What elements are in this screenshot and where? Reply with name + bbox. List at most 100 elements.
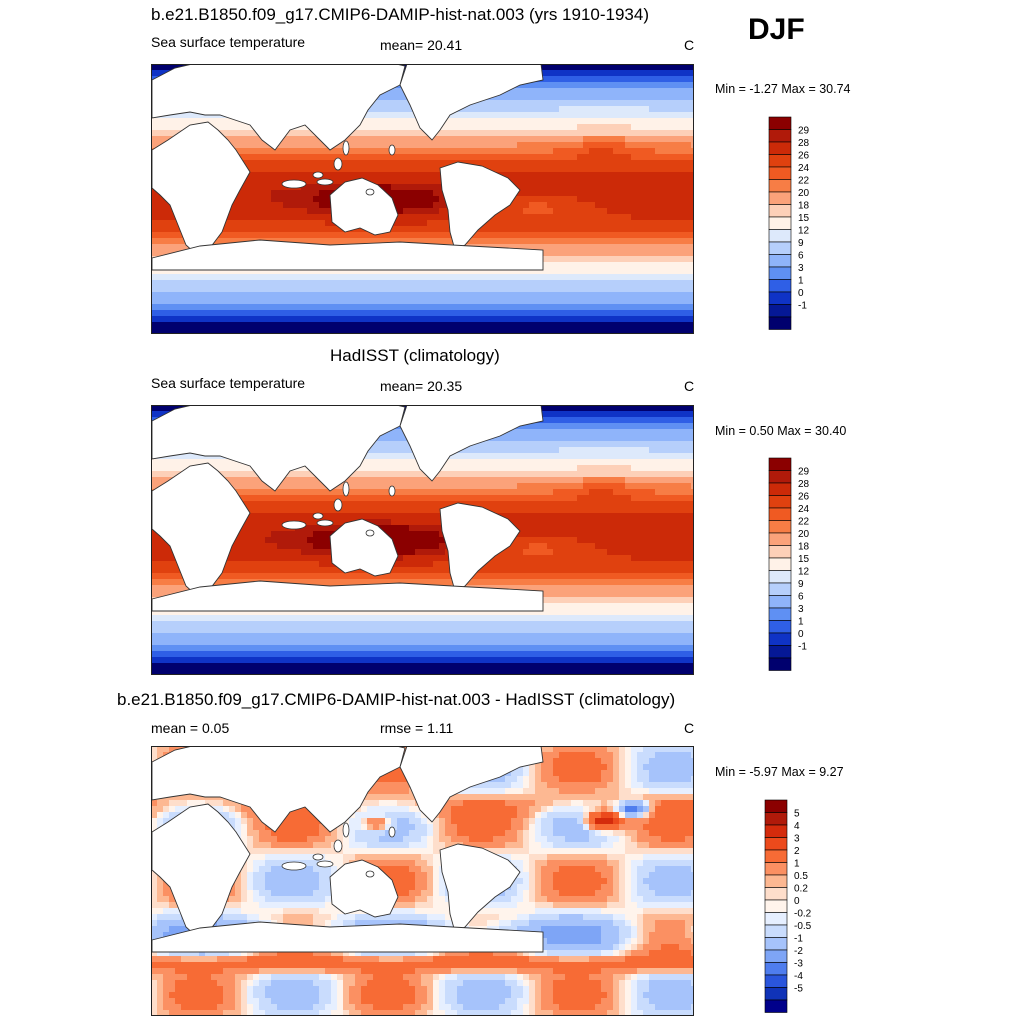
colorbar-tick-label: -5 [794, 984, 803, 995]
colorbar-tick-label: 3 [794, 834, 800, 845]
colorbar-swatch [768, 179, 792, 193]
panel-1-colorbar: 29 28 26 24 22 20 18 15 12 9 6 3 1 0 -1 [768, 116, 848, 331]
colorbar-swatch [768, 582, 792, 596]
island-1 [316, 178, 334, 186]
season-label: DJF [748, 13, 805, 46]
island-1 [316, 860, 334, 868]
colorbar-tick-label: 4 [794, 821, 800, 832]
island-3 [333, 498, 343, 512]
panel-3-rmse-label: rmse = 1.11 [380, 720, 454, 736]
colorbar-swatch [768, 254, 792, 268]
colorbar-tick-label: -1 [798, 301, 807, 312]
colorbar-swatch [768, 545, 792, 559]
colorbar-swatch [764, 849, 788, 863]
colorbar-swatch [768, 129, 792, 143]
island-0 [281, 861, 307, 871]
panel-3-min-max: Min = -5.97 Max = 9.27 [715, 765, 844, 779]
colorbar-swatch [768, 495, 792, 509]
panel-1-unit-label: C [684, 37, 695, 53]
colorbar-svg: 54 32 10.5 0.20 -0.2-0.5 -1-2 -3-4 -5 [764, 799, 812, 1013]
colorbar-tick-label: 20 [798, 188, 810, 199]
panel-1-variable-label: Sea surface temperature [151, 34, 306, 50]
colorbar-swatch [764, 824, 788, 838]
colorbar-tick-label: 5 [794, 809, 800, 820]
colorbar-tick-label: -0.5 [794, 921, 812, 932]
colorbar-tick-label: 15 [798, 213, 810, 224]
continent-outlines [151, 64, 544, 271]
colorbar-tick-label: 26 [798, 492, 810, 503]
map-canvas [151, 746, 694, 1016]
continent-outlines [151, 405, 544, 612]
panel-1-min-max: Min = -1.27 Max = 30.74 [715, 82, 851, 96]
colorbar-swatch [768, 141, 792, 155]
colorbar-swatch [764, 812, 788, 826]
colorbar-swatch [768, 316, 792, 330]
colorbar-tick-label: 29 [798, 126, 810, 137]
landmass-0 [151, 803, 251, 937]
island-4 [342, 481, 350, 497]
colorbar-tick-label: 1 [798, 617, 804, 628]
island-3 [333, 157, 343, 171]
colorbar-tick-label: -1 [794, 934, 803, 945]
colorbar-swatch [768, 457, 792, 471]
colorbar-swatch [764, 912, 788, 926]
landmass-2 [329, 177, 399, 236]
map-canvas [151, 64, 694, 334]
colorbar-swatch [768, 532, 792, 546]
colorbar-swatch [768, 595, 792, 609]
island-0 [281, 520, 307, 530]
map-frame [151, 746, 694, 1016]
colorbar-tick-label: 15 [798, 554, 810, 565]
map-frame [151, 64, 694, 334]
island-5 [365, 870, 375, 878]
colorbar-tick-label: 28 [798, 479, 810, 490]
colorbar-tick-label: -1 [798, 642, 807, 653]
landmass-2 [329, 859, 399, 918]
colorbar-tick-label: 3 [798, 263, 804, 274]
island-6 [388, 144, 396, 156]
panel-2-variable-label: Sea surface temperature [151, 375, 306, 391]
island-4 [342, 822, 350, 838]
island-2 [312, 853, 324, 861]
landmass-3 [399, 64, 544, 141]
colorbar-swatch [768, 507, 792, 521]
panel-2-colorbar: 29 28 26 24 22 20 18 15 12 9 6 3 1 0 -1 [768, 457, 848, 672]
colorbar-swatch [768, 520, 792, 534]
colorbar-swatch [764, 887, 788, 901]
landmass-0 [151, 462, 251, 596]
colorbar-tick-label: 1 [798, 276, 804, 287]
panel-3-unit-label: C [684, 720, 695, 736]
panel-3-mean-label: mean = 0.05 [151, 720, 230, 736]
colorbar-swatch [768, 204, 792, 218]
colorbar-tick-label: 18 [798, 201, 810, 212]
landmass-4 [439, 843, 521, 933]
colorbar-tick-label: 0.5 [794, 871, 808, 882]
colorbar-tick-label: 2 [794, 846, 800, 857]
panel-2-title: HadISST (climatology) [330, 346, 500, 365]
colorbar-tick-label: 1 [794, 859, 800, 870]
colorbar-tick-label: 9 [798, 238, 804, 249]
island-1 [316, 519, 334, 527]
colorbar-swatch [764, 987, 788, 1001]
colorbar-swatch [764, 949, 788, 963]
colorbar-tick-label: 24 [798, 504, 810, 515]
field-cells [151, 405, 694, 675]
colorbar-tick-label: 12 [798, 567, 810, 578]
colorbar-tick-label: 0.2 [794, 884, 808, 895]
colorbar-swatch [768, 266, 792, 280]
landmass-3 [399, 746, 544, 823]
colorbar-swatch [768, 482, 792, 496]
landmass-4 [439, 161, 521, 251]
colorbar-swatch [768, 645, 792, 659]
panel-2-mean-label: mean= 20.35 [380, 378, 463, 394]
colorbar-swatch [764, 862, 788, 876]
island-4 [342, 140, 350, 156]
colorbar-swatch [768, 191, 792, 205]
colorbar-tick-label: 3 [798, 604, 804, 615]
colorbar-swatch [768, 557, 792, 571]
colorbar-tick-label: 9 [798, 579, 804, 590]
field-cells [151, 64, 694, 334]
colorbar-tick-label: -0.2 [794, 909, 812, 920]
colorbar-swatch [764, 999, 788, 1013]
